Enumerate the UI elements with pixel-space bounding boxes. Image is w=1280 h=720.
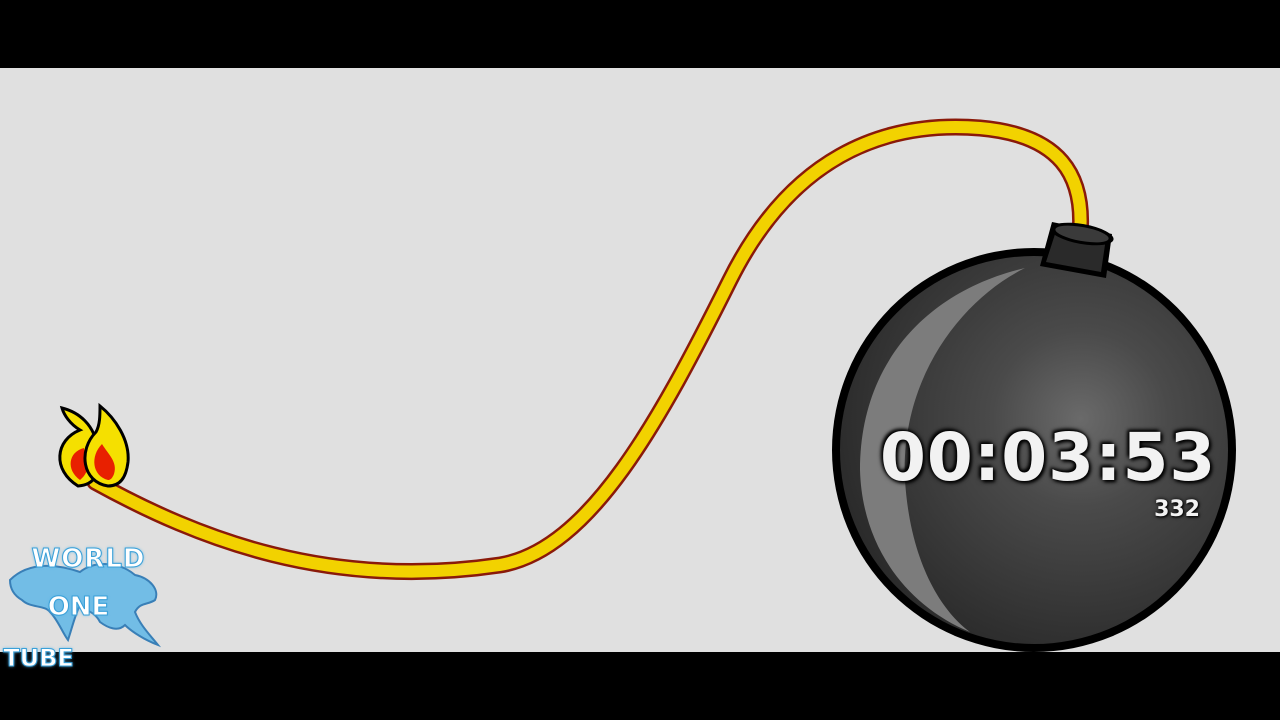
channel-logo: WORLD ONE TUBE	[3, 540, 171, 675]
fuse-icon	[86, 118, 1090, 581]
flame-icon	[58, 402, 130, 488]
logo-text-tube: TUBE	[3, 644, 75, 673]
logo-text-world: WORLD	[31, 544, 146, 575]
video-frame: 00:03:53 332	[0, 68, 1280, 652]
countdown-subcount: 332	[1154, 497, 1200, 522]
countdown-timer: 00:03:53	[880, 419, 1217, 496]
bomb-scene	[8, 118, 1236, 652]
world-map-logo	[8, 563, 162, 648]
letterbox-bottom	[0, 652, 1280, 720]
bomb-icon	[832, 222, 1236, 652]
letterbox-top	[0, 0, 1280, 68]
logo-text-one: ONE	[47, 592, 110, 623]
